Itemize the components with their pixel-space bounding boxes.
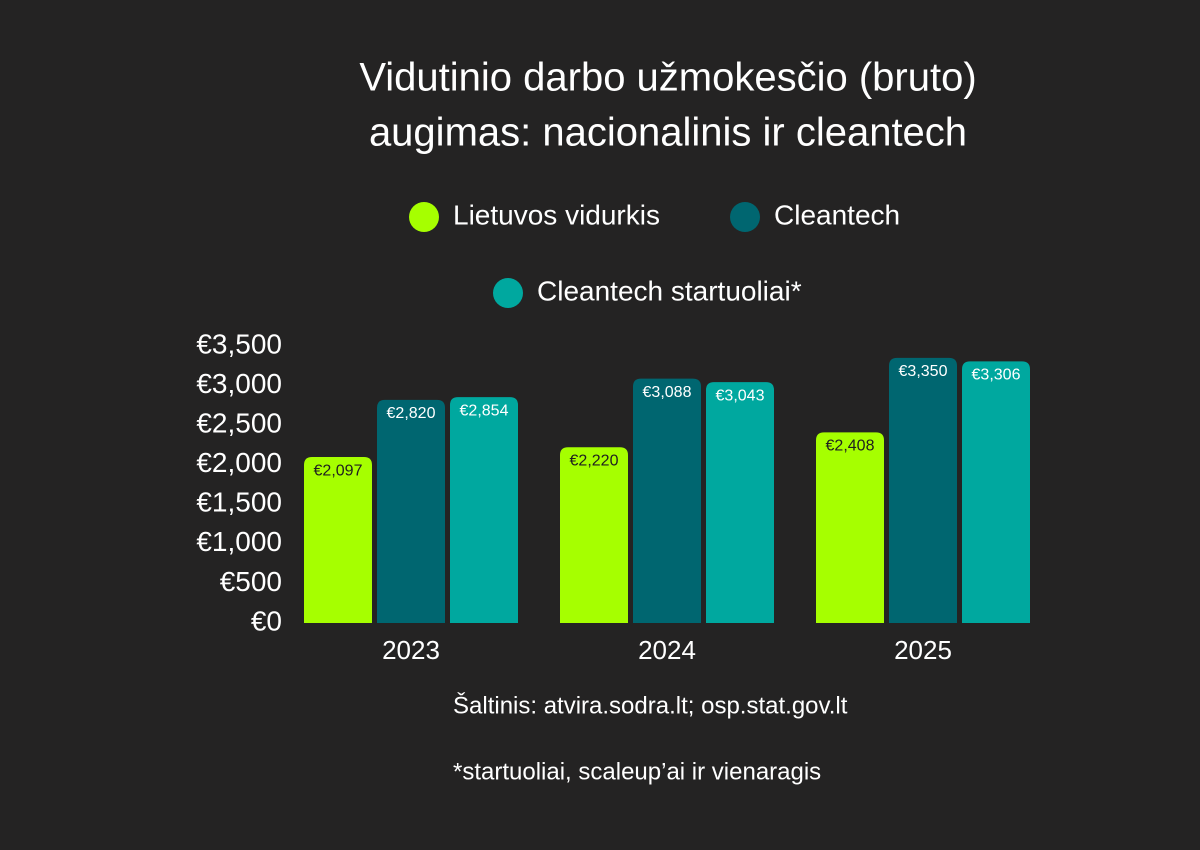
legend-label: Cleantech <box>774 199 900 230</box>
value-label: €3,350 <box>899 363 948 380</box>
y-tick-label: €1,500 <box>196 487 282 518</box>
x-tick-label: 2024 <box>638 635 696 665</box>
chart-title: augimas: nacionalinis ir cleantech <box>369 111 967 155</box>
bar <box>962 361 1030 623</box>
bar <box>560 447 628 623</box>
value-label: €3,306 <box>972 367 1021 384</box>
value-label: €3,043 <box>716 387 765 404</box>
bar <box>450 397 518 623</box>
y-tick-label: €3,000 <box>196 368 282 399</box>
bar <box>706 382 774 623</box>
y-tick-label: €2,500 <box>196 408 282 439</box>
x-tick-label: 2023 <box>382 635 440 665</box>
y-tick-label: €0 <box>251 605 282 636</box>
legend-marker <box>409 202 439 232</box>
legend-label: Cleantech startuoliai* <box>537 275 802 306</box>
value-label: €2,097 <box>314 462 363 479</box>
y-tick-label: €3,500 <box>196 328 282 359</box>
bar <box>633 378 701 623</box>
value-label: €2,220 <box>570 453 619 470</box>
value-label: €2,854 <box>460 402 509 419</box>
y-tick-label: €2,000 <box>196 447 282 478</box>
legend-label: Lietuvos vidurkis <box>453 199 660 230</box>
bar <box>377 399 445 623</box>
value-label: €2,408 <box>826 438 875 455</box>
y-tick-label: €500 <box>220 566 282 597</box>
bar <box>304 457 372 623</box>
bar <box>816 432 884 623</box>
y-tick-label: €1,000 <box>196 526 282 557</box>
value-label: €2,820 <box>387 405 436 422</box>
chart-title: Vidutinio darbo užmokesčio (bruto) <box>359 56 976 100</box>
legend-marker <box>730 202 760 232</box>
bar <box>889 357 957 623</box>
value-label: €3,088 <box>643 384 692 401</box>
legend-marker <box>493 278 523 308</box>
footnote: *startuoliai, scaleup’ai ir vienaragis <box>453 758 821 785</box>
x-tick-label: 2025 <box>894 635 952 665</box>
source-note: Šaltinis: atvira.sodra.lt; osp.stat.gov.… <box>453 691 848 719</box>
